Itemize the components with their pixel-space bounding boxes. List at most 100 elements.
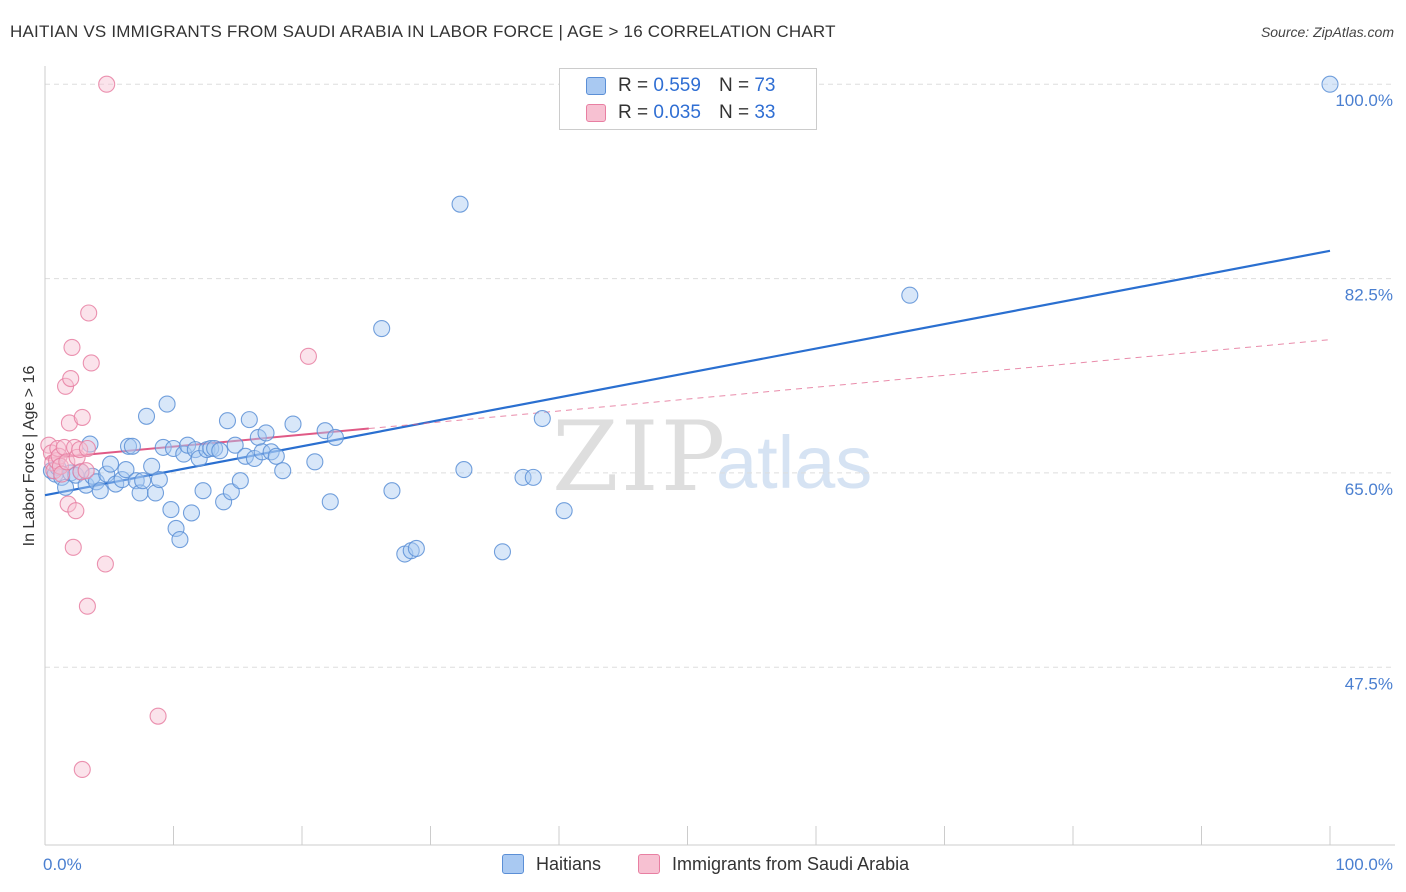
haitians-point <box>316 422 334 440</box>
bottom-legend-saudi: Immigrants from Saudi Arabia <box>638 852 909 876</box>
haitians-point <box>514 468 532 486</box>
haitians-point <box>226 436 244 454</box>
saudi-point <box>73 760 91 779</box>
haitians-point <box>123 437 141 455</box>
saudi-point <box>64 538 82 556</box>
haitians-point <box>150 471 168 489</box>
haitians-point <box>267 447 285 465</box>
haitians-point <box>274 462 292 480</box>
chart-title: HAITIAN VS IMMIGRANTS FROM SAUDI ARABIA … <box>10 22 836 41</box>
haitians-point <box>373 320 391 338</box>
saudi-point <box>58 453 76 471</box>
trend-lines <box>44 249 1331 497</box>
legend-n-value: 33 <box>754 102 776 123</box>
haitians-point <box>306 453 324 471</box>
gridlines <box>45 83 1395 668</box>
haitians-point <box>240 411 258 429</box>
haitians-point <box>134 472 152 490</box>
haitians-point <box>91 482 109 500</box>
haitians-point <box>533 409 551 428</box>
haitians-point <box>284 415 302 433</box>
haitians-point <box>901 286 919 304</box>
x-tick-label: 100.0% <box>1335 855 1393 874</box>
haitians-point <box>67 466 85 484</box>
bottom-legend-swatch-saudi <box>638 854 660 874</box>
haitians-point <box>555 502 573 520</box>
tick-labels: 47.5% 65.0% 82.5% 100.0% 0.0% 100.0% <box>43 91 1393 874</box>
haitians-point <box>164 439 183 458</box>
saudi-point <box>98 75 116 93</box>
haitians-point <box>451 195 469 213</box>
haitians-point <box>143 457 161 475</box>
haitians-point <box>146 484 165 502</box>
haitians-point <box>113 471 131 489</box>
saudi-point <box>67 502 85 520</box>
legend-n-value: 73 <box>754 75 776 96</box>
axes <box>44 66 1395 846</box>
haitians-point <box>167 519 185 538</box>
haitians-point <box>158 395 176 413</box>
y-tick-label: 65.0% <box>1345 480 1393 499</box>
haitians-point <box>257 424 275 442</box>
saudi-point <box>149 707 167 725</box>
legend-r-value: 0.559 <box>653 75 701 96</box>
legend-swatch-haitians <box>586 77 606 95</box>
legend-n-label: N = <box>718 102 750 123</box>
data-points <box>40 75 1339 779</box>
saudi-point <box>80 304 98 322</box>
legend-r-label: R = <box>618 102 649 123</box>
haitians-point <box>119 437 138 455</box>
haitians-point <box>117 461 135 479</box>
bottom-legend-label-haitians: Haitians <box>536 853 602 874</box>
saudi-point <box>82 354 100 372</box>
haitians-point <box>524 468 542 486</box>
haitians-point <box>1321 75 1339 93</box>
saudi-trend-line-solid <box>44 427 369 460</box>
bottom-legend-label-saudi: Immigrants from Saudi Arabia <box>672 853 910 874</box>
y-tick-label: 100.0% <box>1335 91 1393 110</box>
source-label: Source: ZipAtlas.com <box>1260 24 1394 40</box>
watermark-atlas: atlas <box>716 421 872 504</box>
legend-r-value: 0.035 <box>653 102 701 123</box>
saudi-point <box>77 462 95 480</box>
saudi-point <box>299 347 317 365</box>
haitians-point <box>194 482 212 500</box>
saudi-point <box>72 463 90 481</box>
legend-n-label: N = <box>718 75 750 96</box>
saudi-point <box>63 338 81 356</box>
x-tick-label: 0.0% <box>43 855 82 874</box>
haitians-point <box>101 455 120 473</box>
haitians-point <box>162 501 180 519</box>
bottom-legend-haitians: Haitians <box>502 852 601 876</box>
y-tick-label: 82.5% <box>1345 286 1393 305</box>
haitians-trend-line <box>44 249 1331 497</box>
saudi-point <box>78 439 96 458</box>
legend-row-saudi: R = 0.035 N = 33 <box>618 101 775 125</box>
y-axis-title: In Labor Force | Age > 16 <box>21 366 38 547</box>
haitians-point <box>182 504 201 522</box>
saudi-point <box>60 414 78 432</box>
haitians-point <box>211 442 229 460</box>
watermark-zip: ZIP <box>552 401 727 513</box>
haitians-point <box>321 493 339 511</box>
haitians-point <box>231 472 249 490</box>
haitians-point <box>455 461 473 479</box>
saudi-point <box>62 369 80 388</box>
saudi-point <box>78 597 96 615</box>
haitians-point <box>171 531 189 549</box>
y-tick-label: 47.5% <box>1345 674 1393 693</box>
haitians-point <box>493 543 512 561</box>
haitians-point <box>137 407 156 425</box>
haitians-point <box>383 482 401 500</box>
legend-swatch-saudi <box>586 104 606 122</box>
bottom-legend-swatch-haitians <box>502 854 524 874</box>
haitians-point <box>218 412 237 430</box>
saudi-trend-line-dashed <box>368 339 1331 430</box>
haitians-point <box>326 428 344 446</box>
legend: R = 0.559 N = 73 R = 0.035 N = 33 <box>559 68 817 130</box>
haitians-point <box>407 539 425 558</box>
haitians-point <box>222 483 240 501</box>
saudi-point <box>73 408 91 426</box>
legend-r-label: R = <box>618 75 649 96</box>
